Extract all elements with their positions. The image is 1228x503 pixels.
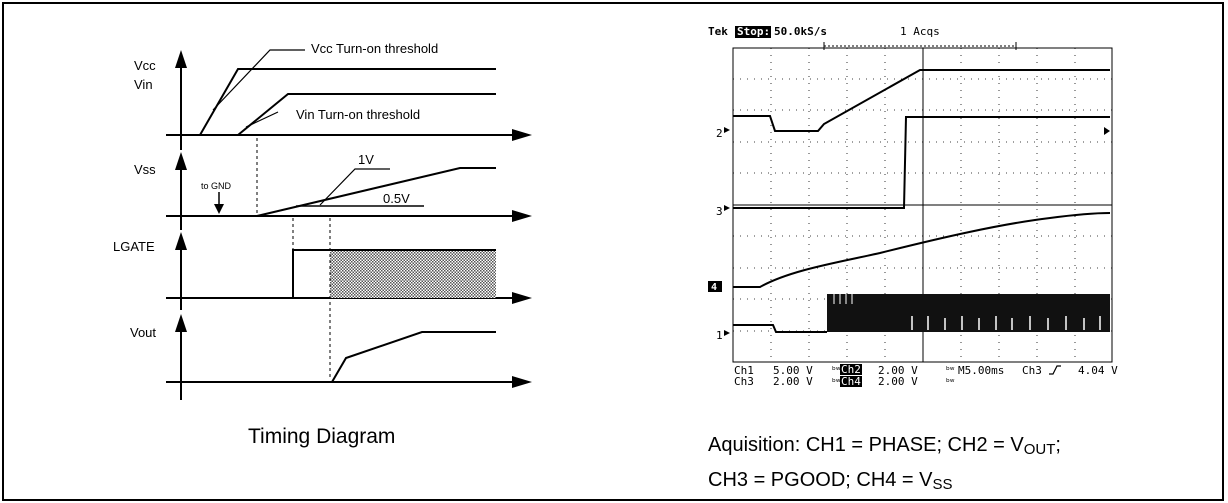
vin-threshold-label: Vin Turn-on threshold — [296, 107, 420, 122]
vcc-threshold-leader — [212, 49, 305, 111]
ch1-switching-block — [827, 294, 1110, 332]
ch2-trace — [733, 116, 1110, 209]
scope-caption-line-1-prefix: Aquisition: CH1 = PHASE; CH2 = V — [708, 434, 1024, 456]
scope-caption-line-2-prefix: CH3 = PGOOD; CH4 = V — [708, 469, 933, 491]
trigger-slope-icon — [1049, 365, 1061, 375]
svg-text:ᵇʷ: ᵇʷ — [832, 378, 841, 388]
signal-label-vout: Vout — [130, 325, 156, 340]
svg-text:ᵇʷ: ᵇʷ — [946, 366, 955, 376]
readout-ch3-scale: 2.00 V — [773, 375, 813, 388]
right-arrowheads — [512, 129, 532, 388]
readout-trigger-source: Ch3 — [1022, 364, 1042, 377]
timing-diagram — [166, 49, 532, 400]
v1-label: 1V — [358, 152, 374, 167]
scope-brand: Tek — [708, 25, 728, 38]
scope-caption-line-2-sub: SS — [932, 476, 953, 493]
to-gnd-arrowhead — [214, 204, 224, 214]
ch4-trace — [733, 69, 1110, 132]
readout-glyphs: ᵇʷ ᵇʷ ᵇʷ ᵇʷ — [832, 366, 955, 388]
vcc-threshold-label: Vcc Turn-on threshold — [311, 41, 438, 56]
readout-ch2-scale: 2.00 V — [878, 364, 918, 377]
readout-trigger-level: 4.04 V — [1078, 364, 1118, 377]
svg-text:ᵇʷ: ᵇʷ — [832, 366, 841, 376]
readout-ch2-label: Ch2 — [841, 363, 861, 376]
signal-label-vin: Vin — [134, 77, 153, 92]
readout-ch4-label: Ch4 — [841, 375, 861, 388]
ch3-marker-label: 3 — [716, 205, 723, 218]
signal-label-vcc: Vcc — [134, 58, 156, 73]
vcc-waveform — [199, 68, 496, 136]
ch2-marker-label: 2 — [716, 127, 723, 140]
scope-acquisitions: 1 Acqs — [900, 25, 940, 38]
scope-caption-line-2: CH3 = PGOOD; CH4 = VSS — [708, 465, 1061, 500]
svg-text:ᵇʷ: ᵇʷ — [946, 378, 955, 388]
readout-timebase: M5.00ms — [958, 364, 1004, 377]
vin-threshold-leader — [245, 111, 279, 128]
guide-lines — [256, 138, 331, 380]
v1-leader — [319, 168, 390, 206]
scope-caption-line-1-sub: OUT — [1023, 441, 1056, 458]
timing-diagram-caption: Timing Diagram — [248, 425, 396, 448]
vss-waveform — [256, 167, 496, 217]
scope-run-state: Stop: — [737, 25, 770, 38]
scope-screen — [708, 42, 1113, 363]
trigger-level-marker — [1104, 127, 1110, 135]
scope-caption-line-1-suffix: ; — [1055, 434, 1061, 456]
lgate-switching-area — [330, 250, 496, 298]
scope-sample-rate: 50.0kS/s — [774, 25, 827, 38]
readout-ch4-scale: 2.00 V — [878, 375, 918, 388]
readout-ch3-label: Ch3 — [734, 375, 754, 388]
scope-caption-line-1: Aquisition: CH1 = PHASE; CH2 = VOUT; — [708, 430, 1061, 465]
signal-label-vss: Vss — [134, 162, 156, 177]
ch3-trace — [733, 212, 1111, 288]
scope-caption: Aquisition: CH1 = PHASE; CH2 = VOUT; CH3… — [708, 430, 1061, 500]
ch1-switching-top-gaps — [833, 294, 853, 304]
vout-waveform — [331, 331, 496, 383]
signal-label-lgate: LGATE — [113, 239, 155, 254]
readout-ch1-scale: 5.00 V — [773, 364, 813, 377]
to-gnd-label: to GND — [201, 181, 232, 191]
ch1-trace — [733, 324, 827, 333]
ch4-marker-label: 4 — [711, 282, 717, 293]
up-arrowheads — [175, 50, 187, 332]
v05-label: 0.5V — [383, 191, 410, 206]
ch1-marker-label: 1 — [716, 329, 723, 342]
vin-waveform — [237, 93, 496, 136]
ch1-switching-gaps — [911, 316, 1101, 330]
scope-waveforms — [733, 69, 1111, 333]
readout-ch1-label: Ch1 — [734, 364, 754, 377]
acquisition-bracket — [823, 42, 1017, 50]
channel-marker-arrows — [724, 127, 730, 336]
ch4-marker-box — [708, 281, 722, 292]
